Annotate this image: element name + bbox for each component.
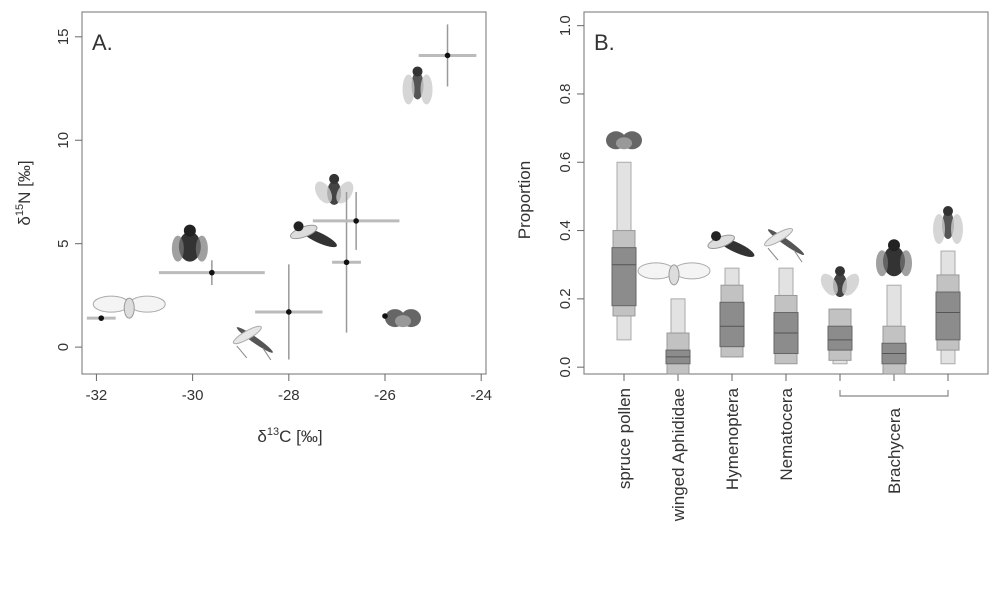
aphid-icon: [92, 295, 166, 319]
brachycera-icon: [820, 266, 860, 298]
brachycera-icon: [314, 173, 354, 205]
box: [611, 161, 637, 341]
panel-b: B. 0.0 0.2 0.4 0.6 0.8 1.0 spruce pollen winge…: [515, 11, 989, 522]
point-marker: [382, 313, 388, 319]
x-tick-label-a: -28: [278, 387, 300, 404]
y-tick-label-b: 0.0: [557, 357, 574, 378]
data-point: [255, 264, 323, 360]
panel-a-label: A.: [92, 30, 113, 55]
nematocera-icon: [764, 227, 805, 263]
y-tick-label-b: 0.4: [557, 220, 574, 241]
y-axis-label-b: Proportion: [515, 161, 534, 239]
box: [719, 267, 745, 358]
data-point: [312, 191, 400, 250]
point-marker: [444, 52, 451, 59]
data-point: [158, 260, 265, 286]
box: [827, 308, 853, 365]
y-tick-label-b: 1.0: [557, 15, 574, 36]
box-interquartile: [935, 291, 961, 341]
category-label: spruce pollen: [615, 388, 634, 489]
y-tick-label-b: 0.8: [557, 84, 574, 105]
pollen-icon: [606, 131, 642, 150]
y-tick-label-a: 15: [55, 28, 72, 45]
point-marker: [98, 315, 105, 321]
panel-b-label: B.: [594, 30, 615, 55]
group-bracket: [839, 390, 949, 397]
x-tick-label-a: -32: [86, 387, 108, 404]
category-label: winged Aphididae: [669, 388, 688, 522]
y-tick-label-a: 0: [55, 343, 72, 351]
box: [665, 298, 691, 375]
box-interquartile: [827, 325, 853, 351]
x-axis-label-a: δ13C [‰]: [257, 426, 322, 446]
box-interquartile: [611, 247, 637, 307]
panel-a: A. -32 -30 -28 -26 -24 0 5 10 15 δ13C [‰] δ15N […: [14, 11, 492, 446]
y-axis-label-a: δ15N [‰]: [14, 160, 34, 225]
y-tick-label-b: 0.2: [557, 288, 574, 309]
hymenoptera-icon: [289, 221, 337, 248]
black-fly-icon: [171, 224, 208, 262]
data-point: [332, 191, 361, 333]
aphid-icon: [637, 262, 711, 286]
data-point: [382, 313, 388, 319]
y-tick-label-b: 0.6: [557, 152, 574, 173]
point-marker: [286, 309, 292, 315]
nematocera-icon: [232, 325, 273, 361]
box: [881, 284, 907, 375]
point-marker: [209, 269, 215, 276]
y-tick-label-a: 10: [55, 132, 72, 149]
x-tick-label-a: -26: [374, 387, 396, 404]
group-label: Brachycera: [885, 407, 904, 494]
data-point: [86, 315, 116, 321]
pollen-icon: [385, 309, 421, 328]
x-tick-label-a: -30: [182, 387, 204, 404]
black-fly-icon: [876, 239, 912, 277]
hymenoptera-icon: [707, 231, 755, 257]
category-label: Hymenoptera: [723, 387, 742, 490]
winged-fly-icon: [933, 206, 963, 245]
box: [935, 250, 961, 365]
y-tick-label-a: 5: [55, 240, 72, 248]
data-point: [418, 24, 477, 87]
box-interquartile: [719, 301, 745, 348]
box: [773, 267, 799, 365]
winged-fly-icon: [402, 66, 433, 105]
point-marker: [343, 259, 350, 266]
category-label: Nematocera: [777, 387, 796, 480]
panel-a-frame: [81, 11, 487, 375]
point-marker: [353, 218, 359, 224]
x-tick-label-a: -24: [470, 387, 492, 404]
